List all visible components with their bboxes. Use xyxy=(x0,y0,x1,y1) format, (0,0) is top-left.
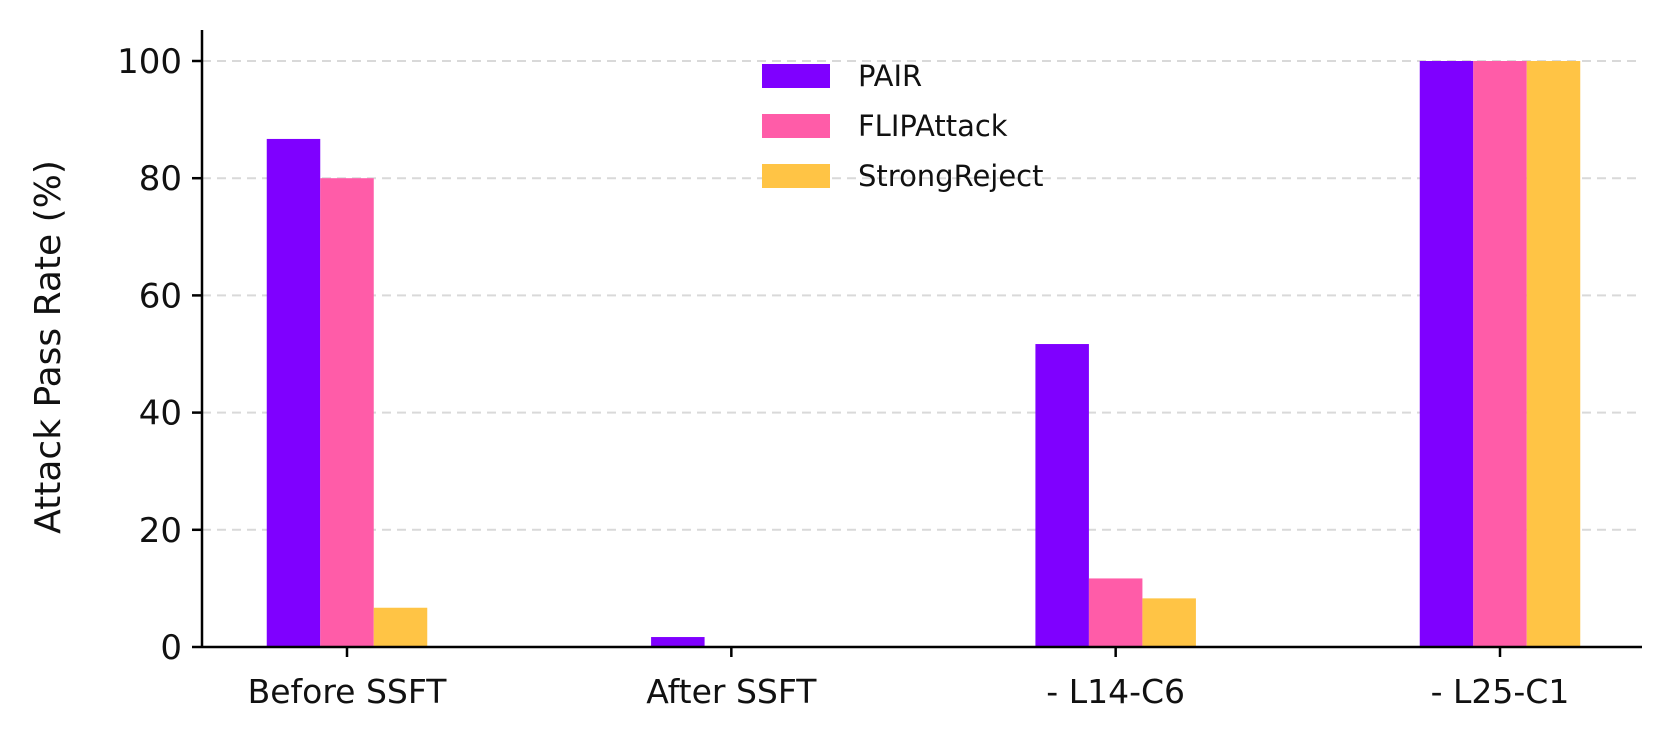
y-tick-label: 20 xyxy=(139,511,182,551)
bar xyxy=(1419,61,1474,647)
axes xyxy=(200,30,1642,649)
bar xyxy=(1473,61,1527,647)
y-axis-title: Attack Pass Rate (%) xyxy=(28,160,69,534)
bar xyxy=(320,178,374,647)
bar xyxy=(1088,578,1143,647)
x-tick-label: Before SSFT xyxy=(248,672,448,711)
x-ticks: Before SSFT After SSFT - L14-C6 - L25-C1 xyxy=(248,647,1570,711)
y-tick-label: 60 xyxy=(139,276,182,316)
bar xyxy=(1526,61,1581,647)
legend: PAIR FLIPAttack StrongReject xyxy=(762,59,1044,193)
x-tick-label: - L25-C1 xyxy=(1431,672,1570,711)
bar xyxy=(373,607,428,647)
x-tick-label: - L14-C6 xyxy=(1046,672,1185,711)
bar xyxy=(651,637,705,647)
bar xyxy=(1142,598,1196,647)
y-tick-label: 100 xyxy=(117,42,182,82)
y-tick-label: 0 xyxy=(160,628,182,668)
legend-swatch xyxy=(762,114,830,138)
legend-swatch xyxy=(762,64,830,88)
gridlines xyxy=(202,60,1642,531)
legend-label: PAIR xyxy=(858,59,922,93)
x-tick-label: After SSFT xyxy=(646,672,817,711)
legend-label: StrongReject xyxy=(858,159,1044,193)
y-tick-label: 80 xyxy=(139,159,182,199)
legend-label: FLIPAttack xyxy=(858,109,1008,143)
legend-swatch xyxy=(762,164,830,188)
bar xyxy=(1035,344,1089,647)
bar xyxy=(266,138,321,648)
bars xyxy=(266,61,1581,648)
y-tick-label: 40 xyxy=(139,394,182,434)
y-ticks: 0 20 40 60 80 100 xyxy=(117,42,202,668)
